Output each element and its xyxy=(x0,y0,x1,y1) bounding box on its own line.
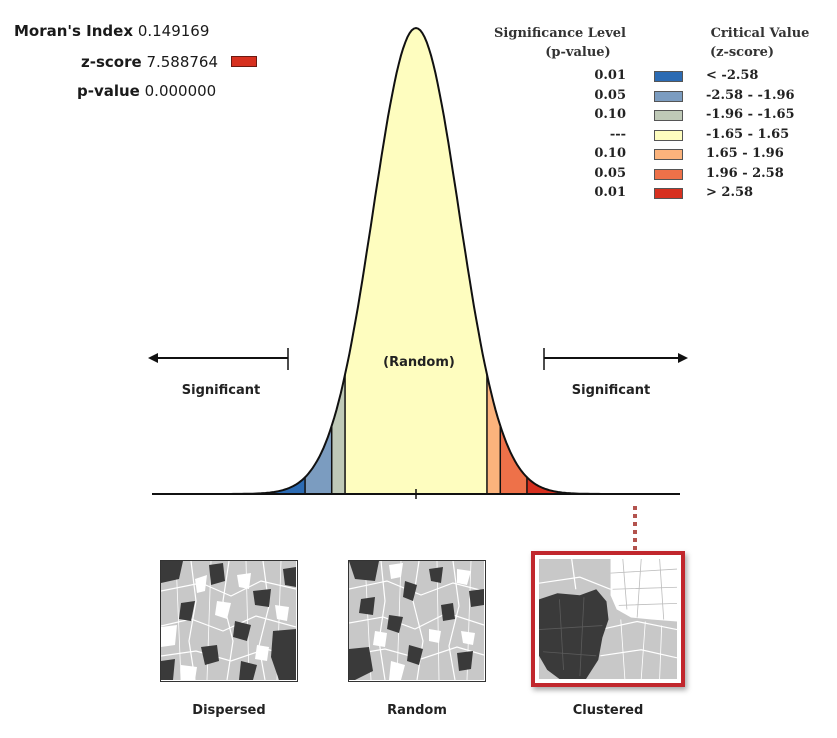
morans-index-label: Moran's Index xyxy=(14,22,134,40)
clustered-label: Clustered xyxy=(572,703,644,718)
legend-color-swatch xyxy=(654,90,683,102)
morans-index-value: 0.149169 xyxy=(137,22,210,40)
random-label: (Random) xyxy=(383,355,455,370)
legend-color-swatch xyxy=(654,168,683,180)
legend-p-value: 0.05 xyxy=(594,165,626,181)
legend-row: 0.01 < -2.58 xyxy=(0,68,837,88)
legend-z-range: -1.65 - 1.65 xyxy=(706,126,790,142)
legend-color-swatch xyxy=(654,71,683,82)
legend-p-value: --- xyxy=(609,126,626,142)
legend-color-swatch xyxy=(654,129,683,141)
legend-color-swatch xyxy=(654,149,683,160)
legend-z-range: > 2.58 xyxy=(706,185,754,200)
curve-region-fill xyxy=(331,374,346,494)
legend-p-value: 0.10 xyxy=(594,146,626,161)
dispersed-pattern-map xyxy=(160,560,298,682)
legend-header-z-line2: (z-score) xyxy=(709,45,775,60)
p-value-value: 0.000000 xyxy=(144,82,217,100)
legend-row: 0.10 1.65 - 1.96 xyxy=(0,146,837,166)
normal-distribution-diagram: (Random) Significant Significant xyxy=(148,26,688,552)
curve-region-fills xyxy=(158,28,674,494)
legend-header-p-line2: (p-value) xyxy=(545,45,611,60)
clustered-map-image xyxy=(539,559,677,679)
legend-color-swatch xyxy=(654,188,683,199)
curve-region-fill xyxy=(158,477,306,494)
legend-p-value: 0.10 xyxy=(594,107,626,122)
curve-region-fill xyxy=(486,374,501,494)
p-value-row: p-value 0.000000 xyxy=(77,82,216,100)
z-score-value: 7.588764 xyxy=(146,53,219,71)
random-pattern-map xyxy=(348,560,486,682)
z-score-swatch xyxy=(231,56,257,67)
p-value-label: p-value xyxy=(77,82,140,100)
legend-header-p-line1: Significance Level xyxy=(494,26,626,41)
z-score-row: z-score 7.588764 xyxy=(81,53,218,71)
legend-row: 0.05 -2.58 - -1.96 xyxy=(0,88,837,108)
dispersed-label: Dispersed xyxy=(192,703,266,718)
legend-p-value: 0.01 xyxy=(594,185,626,200)
legend-header-z-line1: Critical Value xyxy=(710,26,810,41)
morans-index-row: Moran's Index 0.149169 xyxy=(14,22,209,40)
legend-p-value: 0.05 xyxy=(594,87,626,103)
random-map-image xyxy=(349,561,484,680)
curve-region-fill xyxy=(345,28,487,494)
legend-header-p: Significance Level (p-value) xyxy=(480,24,640,62)
legend-row: 0.01 > 2.58 xyxy=(0,185,837,205)
legend-row: --- -1.65 - 1.65 xyxy=(0,127,837,147)
legend-z-range: < -2.58 xyxy=(706,68,759,83)
legend-z-range: 1.96 - 2.58 xyxy=(706,165,784,181)
left-significant-label: Significant xyxy=(182,383,260,398)
clustered-pattern-map xyxy=(531,551,685,687)
legend-color-swatch xyxy=(654,110,683,121)
curve-region-fill xyxy=(526,477,674,494)
dispersed-map-image xyxy=(161,561,296,680)
random-pattern-label: Random xyxy=(387,703,447,718)
z-score-label: z-score xyxy=(81,53,142,71)
legend-row: 0.05 1.96 - 2.58 xyxy=(0,166,837,186)
legend-row: 0.10 -1.96 - -1.65 xyxy=(0,107,837,127)
legend-z-range: 1.65 - 1.96 xyxy=(706,146,784,161)
legend-header-z: Critical Value (z-score) xyxy=(690,24,830,62)
right-significant-label: Significant xyxy=(572,383,650,398)
legend-z-range: -2.58 - -1.96 xyxy=(706,87,795,103)
legend-p-value: 0.01 xyxy=(594,68,626,83)
legend-z-range: -1.96 - -1.65 xyxy=(706,107,795,122)
